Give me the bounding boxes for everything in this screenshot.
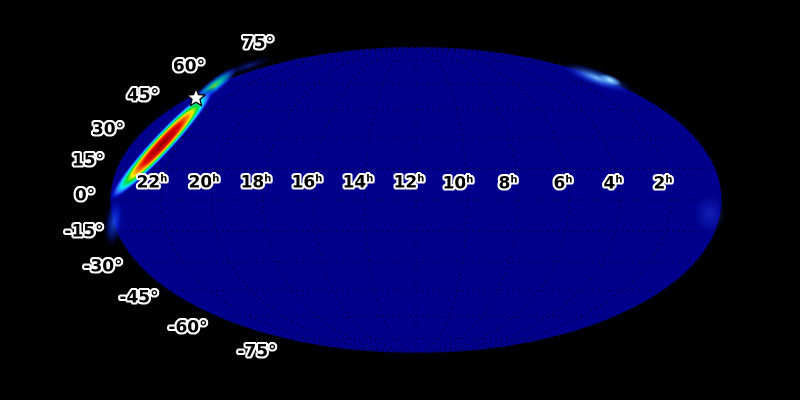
ra-tick-4h: 4h (603, 173, 623, 194)
ra-tick-unit: h (160, 173, 168, 185)
ra-tick-16h: 16h (291, 172, 323, 193)
ra-tick-value: 4 (603, 173, 616, 194)
ra-tick-unit: h (510, 174, 518, 186)
dec-tick-m15: -15° (64, 221, 104, 242)
ra-tick-unit: h (665, 174, 673, 186)
dec-tick-m30: -30° (83, 256, 123, 277)
ra-tick-20h: 20h (188, 172, 220, 193)
ra-tick-unit: h (212, 173, 220, 185)
ra-tick-18h: 18h (240, 172, 272, 193)
dec-tick-30: 30° (91, 119, 125, 140)
ra-tick-10h: 10h (442, 173, 474, 194)
ra-tick-value: 22 (136, 172, 161, 193)
ra-tick-unit: h (315, 173, 323, 185)
ra-tick-value: 2 (653, 173, 666, 194)
ra-tick-value: 20 (188, 172, 213, 193)
dec-tick-45: 45° (126, 85, 160, 106)
ra-tick-2h: 2h (653, 173, 673, 194)
ra-tick-unit: h (615, 174, 623, 186)
dec-tick-m60: -60° (168, 317, 208, 338)
ra-tick-6h: 6h (553, 173, 573, 194)
dec-tick-0: 0° (74, 185, 96, 206)
east-equator-glow (694, 194, 726, 234)
ra-tick-8h: 8h (498, 173, 518, 194)
main-probability-arc (108, 86, 216, 202)
ra-tick-value: 6 (553, 173, 566, 194)
ra-tick-unit: h (565, 174, 573, 186)
ra-tick-unit: h (366, 173, 374, 185)
ra-tick-unit: h (264, 173, 272, 185)
ra-tick-value: 10 (442, 173, 467, 194)
ra-tick-value: 8 (498, 173, 511, 194)
dec-tick-60: 60° (172, 56, 206, 77)
ra-tick-value: 16 (291, 172, 316, 193)
dec-tick-m45: -45° (119, 287, 159, 308)
ra-tick-14h: 14h (342, 172, 374, 193)
ra-tick-value: 14 (342, 172, 367, 193)
dec-tick-m75: -75° (237, 341, 277, 362)
northeast-blob (559, 61, 635, 95)
ra-tick-value: 12 (393, 172, 418, 193)
ra-tick-value: 18 (240, 172, 265, 193)
dec-tick-75: 75° (241, 33, 275, 54)
ra-tick-unit: h (466, 174, 474, 186)
northeast-blob-core (598, 73, 622, 87)
ra-tick-unit: h (417, 173, 425, 185)
star-marker (186, 87, 206, 107)
ra-tick-22h: 22h (136, 172, 168, 193)
ra-tick-12h: 12h (393, 172, 425, 193)
dec-tick-15: 15° (71, 150, 105, 171)
west-edge-glow (103, 196, 125, 248)
